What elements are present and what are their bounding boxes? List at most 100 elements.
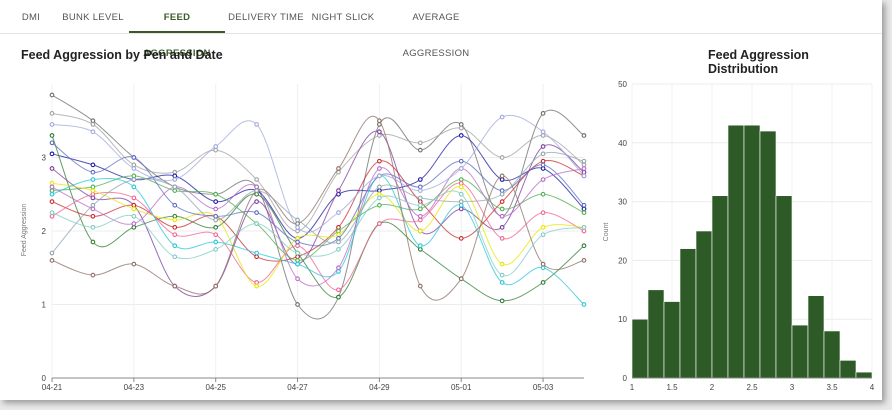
data-point [213,283,219,289]
data-point [540,210,546,215]
data-point [377,118,382,124]
data-point [458,276,464,282]
data-point [417,228,423,234]
data-point [90,169,96,175]
data-point [49,191,55,197]
data-point [499,272,505,278]
data-point [336,287,341,293]
data-point [131,184,137,190]
data-point [49,151,55,157]
data-point [581,173,587,179]
data-point [417,140,423,146]
histogram-bars [631,124,873,379]
data-point [458,184,464,190]
tab-feed-aggression[interactable]: FEED AGGRESSION [129,0,225,59]
y-tick-label: 0 [623,374,628,383]
data-point [131,195,137,201]
data-point [131,177,137,182]
data-point [172,283,178,289]
tab-bunk-level[interactable]: BUNK LEVEL [62,12,124,23]
data-point [458,133,464,138]
histogram-bar [839,360,857,379]
data-point [581,202,587,208]
line-chart-series-group [49,92,587,320]
data-point [213,144,219,149]
tab-average-aggression[interactable]: AVERAGE AGGRESSION [402,12,470,59]
tab-delivery-time[interactable]: DELIVERY TIME [228,12,304,23]
data-point [540,144,546,149]
app-window: DMI BUNK LEVEL FEED AGGRESSION DELIVERY … [0,0,882,400]
x-tick-label: 1.5 [666,383,678,392]
data-point [540,232,546,238]
data-point [540,162,546,168]
data-point [540,111,546,116]
data-point [213,224,219,230]
data-point [172,243,178,249]
data-point [336,210,341,215]
data-point [90,188,96,193]
y-tick-label: 10 [618,315,627,324]
data-point [90,129,96,135]
data-point [49,210,55,215]
x-tick-label: 04-29 [369,383,390,392]
x-tick-label: 3.5 [826,383,838,392]
data-point [581,258,587,263]
y-tick-label: 50 [618,80,627,89]
line-chart-title: Feed Aggression by Pen and Date [21,48,223,62]
y-tick-label: 20 [618,256,627,265]
data-point [499,236,505,241]
data-point [49,166,55,171]
series-line-11 [51,167,585,287]
data-point [90,213,96,219]
data-point [417,147,423,153]
data-point [499,191,505,197]
data-point [90,162,96,168]
data-point [581,224,587,230]
data-point [254,122,259,127]
data-point [458,125,464,131]
data-point [172,224,178,230]
series-line-14 [51,114,585,233]
data-point [295,224,300,230]
data-point [131,155,137,160]
x-tick-label: 2 [710,383,715,392]
data-point [581,158,587,164]
data-point [49,133,55,138]
series-line-8 [51,182,585,287]
x-tick-label: 04-21 [42,383,63,392]
data-point [295,276,300,282]
data-point [131,206,137,212]
tab-dmi[interactable]: DMI [21,12,41,23]
tab-night-slick[interactable]: NIGHT SLICK [311,12,375,23]
data-point [131,261,137,267]
x-tick-label: 04-25 [205,383,226,392]
data-point [295,239,300,245]
data-point [377,195,382,201]
data-point [49,184,55,190]
histogram-bar [823,330,841,379]
series-line-1 [51,112,585,232]
histogram-bar [791,324,809,379]
histogram-bar [711,195,729,379]
y-tick-label: 3 [42,154,47,163]
histogram-bar [695,230,713,379]
data-point [540,280,546,285]
data-point [49,92,55,98]
data-point [581,243,587,249]
data-point [499,224,505,230]
data-point [540,151,546,157]
data-point [49,250,55,256]
data-point [213,191,219,197]
series-line-4 [51,130,585,297]
data-point [172,177,178,182]
histogram-title: Feed Aggression Distribution [708,48,809,76]
series-line-5 [51,159,585,262]
histogram-chart: 0 10 20 30 40 50 1 1.5 2 2.5 3 3.5 4 Count [603,80,875,392]
data-point [377,184,382,190]
x-tick-label: 3 [790,383,795,392]
data-point [49,199,55,204]
data-point [213,247,219,252]
tab-bar: DMI BUNK LEVEL FEED AGGRESSION DELIVERY … [0,0,882,59]
data-point [540,261,546,267]
data-point [458,199,464,204]
